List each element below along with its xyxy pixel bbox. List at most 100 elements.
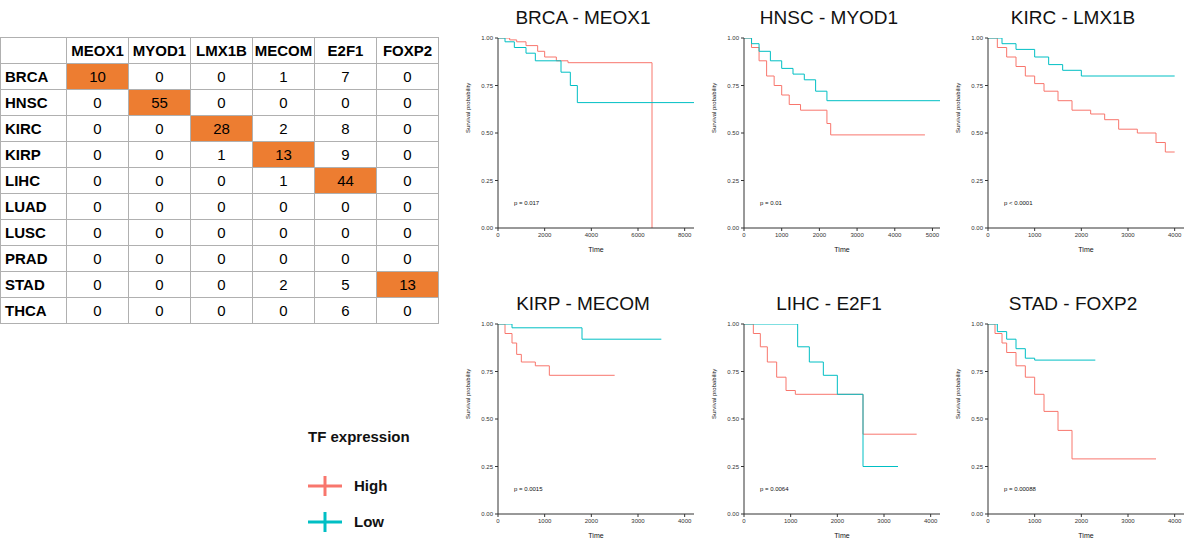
svg-text:0.00: 0.00	[971, 225, 983, 231]
svg-text:0: 0	[986, 232, 990, 238]
svg-text:0.50: 0.50	[727, 416, 739, 422]
svg-text:0.25: 0.25	[481, 178, 493, 184]
svg-text:3000: 3000	[1121, 518, 1135, 524]
html-text:LMX1B: LMX1B	[196, 42, 247, 59]
svg-text:Time: Time	[588, 246, 603, 253]
svg-text:0.50: 0.50	[481, 130, 493, 136]
svg-text:0.50: 0.50	[727, 130, 739, 136]
svg-text:3000: 3000	[877, 518, 891, 524]
svg-text:0.00: 0.00	[727, 225, 739, 231]
svg-text:0.25: 0.25	[481, 464, 493, 470]
svg-text:0: 0	[986, 518, 990, 524]
svg-text:0.00: 0.00	[971, 511, 983, 517]
svg-text:Survival probability: Survival probability	[465, 83, 471, 133]
html-text:10: 10	[89, 68, 106, 85]
html-text:KIRC: KIRC	[5, 120, 42, 137]
svg-text:0.25: 0.25	[971, 178, 983, 184]
html-text:KIRP: KIRP	[5, 146, 41, 163]
svg-text:1.00: 1.00	[481, 321, 493, 327]
html-text:BRCA: BRCA	[5, 68, 49, 85]
svg-text:0: 0	[742, 518, 746, 524]
svg-text:5000: 5000	[926, 232, 940, 238]
svg-text:4000: 4000	[1168, 518, 1182, 524]
html-text:LUSC: LUSC	[5, 224, 46, 241]
svg-text:0.50: 0.50	[971, 130, 983, 136]
svg-text:0.75: 0.75	[481, 83, 493, 89]
svg-text:1.00: 1.00	[727, 321, 739, 327]
svg-text:2000: 2000	[831, 518, 845, 524]
svg-text:0: 0	[742, 232, 746, 238]
svg-text:1.00: 1.00	[481, 35, 493, 41]
svg-text:High: High	[354, 477, 387, 494]
html-text:BRCA - MEOX1: BRCA - MEOX1	[515, 7, 651, 28]
svg-text:8000: 8000	[678, 232, 692, 238]
svg-text:2000: 2000	[585, 518, 599, 524]
svg-text:3000: 3000	[850, 232, 864, 238]
svg-text:0.50: 0.50	[971, 416, 983, 422]
svg-text:0.75: 0.75	[971, 369, 983, 375]
svg-text:4000: 4000	[1168, 232, 1182, 238]
html-text:55: 55	[151, 94, 168, 111]
html-text:LUAD: LUAD	[5, 198, 47, 215]
svg-text:Time: Time	[834, 532, 849, 539]
svg-text:0: 0	[496, 518, 500, 524]
svg-text:1000: 1000	[538, 518, 552, 524]
svg-text:3000: 3000	[1121, 232, 1135, 238]
html-text:LIHC - E2F1: LIHC - E2F1	[776, 293, 882, 314]
svg-text:1000: 1000	[784, 518, 798, 524]
html-text:44: 44	[337, 172, 354, 189]
html-text:LIHC: LIHC	[5, 172, 40, 189]
svg-text:Low: Low	[354, 513, 384, 530]
svg-text:Survival probability: Survival probability	[711, 83, 717, 133]
svg-text:6000: 6000	[631, 232, 645, 238]
svg-text:2000: 2000	[813, 232, 827, 238]
svg-text:0.25: 0.25	[727, 178, 739, 184]
svg-text:0.50: 0.50	[481, 416, 493, 422]
svg-text:Time: Time	[1078, 246, 1093, 253]
svg-text:TF expression: TF expression	[308, 428, 410, 445]
svg-text:Survival probability: Survival probability	[955, 369, 961, 419]
svg-text:1.00: 1.00	[971, 321, 983, 327]
svg-text:0.25: 0.25	[971, 464, 983, 470]
svg-text:0.75: 0.75	[481, 369, 493, 375]
html-text:FOXP2: FOXP2	[382, 42, 433, 59]
svg-text:0: 0	[496, 232, 500, 238]
html-text:MEOX1: MEOX1	[71, 42, 124, 59]
svg-text:1000: 1000	[775, 232, 789, 238]
html-text:E2F1: E2F1	[327, 42, 364, 59]
svg-text:4000: 4000	[924, 518, 938, 524]
html-text:HNSC: HNSC	[5, 94, 48, 111]
html-text:HNSC - MYOD1: HNSC - MYOD1	[759, 7, 899, 28]
svg-text:2000: 2000	[1075, 518, 1089, 524]
svg-text:0.25: 0.25	[727, 464, 739, 470]
svg-text:0.75: 0.75	[971, 83, 983, 89]
svg-text:Time: Time	[588, 532, 603, 539]
svg-text:1000: 1000	[1028, 232, 1042, 238]
svg-text:0.75: 0.75	[727, 369, 739, 375]
svg-text:1000: 1000	[1028, 518, 1042, 524]
html-text:13: 13	[275, 146, 292, 163]
svg-text:Time: Time	[834, 246, 849, 253]
svg-text:2000: 2000	[538, 232, 552, 238]
html-text:MYOD1: MYOD1	[132, 42, 187, 59]
html-text:28: 28	[213, 120, 230, 137]
svg-text:2000: 2000	[1075, 232, 1089, 238]
svg-text:Time: Time	[1078, 532, 1093, 539]
svg-text:3000: 3000	[631, 518, 645, 524]
svg-text:0.00: 0.00	[481, 225, 493, 231]
svg-text:Survival probability: Survival probability	[711, 369, 717, 419]
svg-text:4000: 4000	[888, 232, 902, 238]
svg-text:0.75: 0.75	[727, 83, 739, 89]
svg-text:0.00: 0.00	[481, 511, 493, 517]
svg-text:Survival probability: Survival probability	[465, 369, 471, 419]
html-text:KIRP - MECOM: KIRP - MECOM	[516, 293, 650, 314]
svg-text:4000: 4000	[585, 232, 599, 238]
svg-text:Survival probability: Survival probability	[955, 83, 961, 133]
svg-text:1.00: 1.00	[727, 35, 739, 41]
svg-text:0.00: 0.00	[727, 511, 739, 517]
html-text:STAD - FOXP2: STAD - FOXP2	[1008, 293, 1138, 314]
svg-text:4000: 4000	[678, 518, 692, 524]
html-text:MECOM: MECOM	[254, 42, 313, 59]
html-text:KIRC - LMX1B: KIRC - LMX1B	[1010, 7, 1136, 28]
svg-text:1.00: 1.00	[971, 35, 983, 41]
